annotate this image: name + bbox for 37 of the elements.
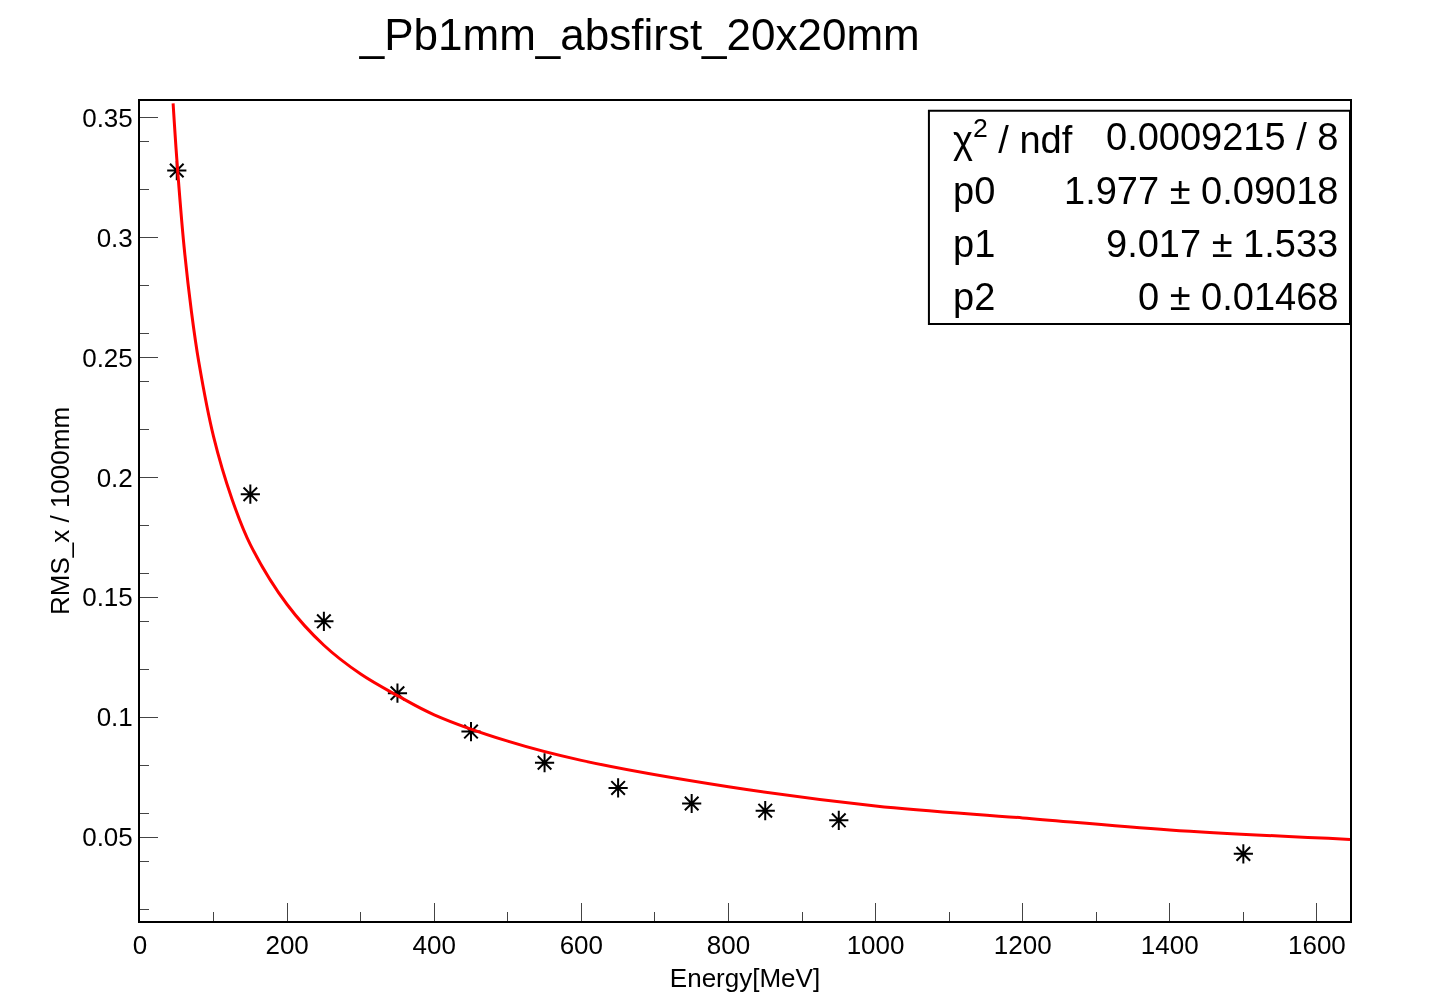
- chart-title: _Pb1mm_absfirst_20x20mm: [358, 10, 920, 60]
- x-tick-label: 0: [132, 930, 148, 961]
- annotation: 0 ± 0.01468: [1138, 276, 1339, 318]
- point: [754, 800, 776, 822]
- y-tick-label: 0.35: [82, 102, 133, 133]
- x-tick-label: 400: [412, 930, 456, 961]
- point: [239, 483, 261, 505]
- x-tick-label: 1600: [1287, 930, 1346, 961]
- line-series: [171, 101, 1350, 841]
- annotation: 1.977 ± 0.09018: [1064, 170, 1339, 212]
- x-tick-label: 200: [265, 930, 309, 961]
- y-tick-label: 0.25: [82, 342, 133, 373]
- annotation: χ$^{2}$ / ndf: [953, 113, 1073, 161]
- point: [313, 610, 335, 632]
- y-axis-title: RMS_x / 1000mm: [45, 406, 76, 616]
- point: [533, 752, 556, 774]
- point: [828, 809, 850, 831]
- annotation: 9.017 ± 1.533: [1106, 223, 1339, 265]
- y-tick-label: 0.05: [82, 822, 133, 853]
- annotation: 0.0009215 / 8: [1106, 116, 1339, 158]
- x-axis-title: Energy[MeV]: [669, 963, 821, 994]
- y-tick-label: 0.2: [96, 462, 133, 493]
- point: [386, 682, 409, 704]
- x-tick-label: 1000: [846, 930, 905, 961]
- x-tick-label: 1400: [1140, 930, 1199, 961]
- point: [607, 777, 629, 799]
- y-tick-label: 0.1: [96, 702, 133, 733]
- point: [1232, 843, 1254, 865]
- x-tick-label: 600: [559, 930, 604, 961]
- annotation: p1: [953, 223, 996, 265]
- annotation: p2: [953, 276, 996, 318]
- y-tick-label: 0.15: [82, 582, 133, 613]
- x-tick-label: 1200: [993, 930, 1052, 961]
- point: [681, 792, 703, 815]
- y-tick-label: 0.3: [96, 222, 133, 253]
- annotation: p0: [953, 170, 996, 212]
- x-tick-label: 800: [706, 930, 751, 961]
